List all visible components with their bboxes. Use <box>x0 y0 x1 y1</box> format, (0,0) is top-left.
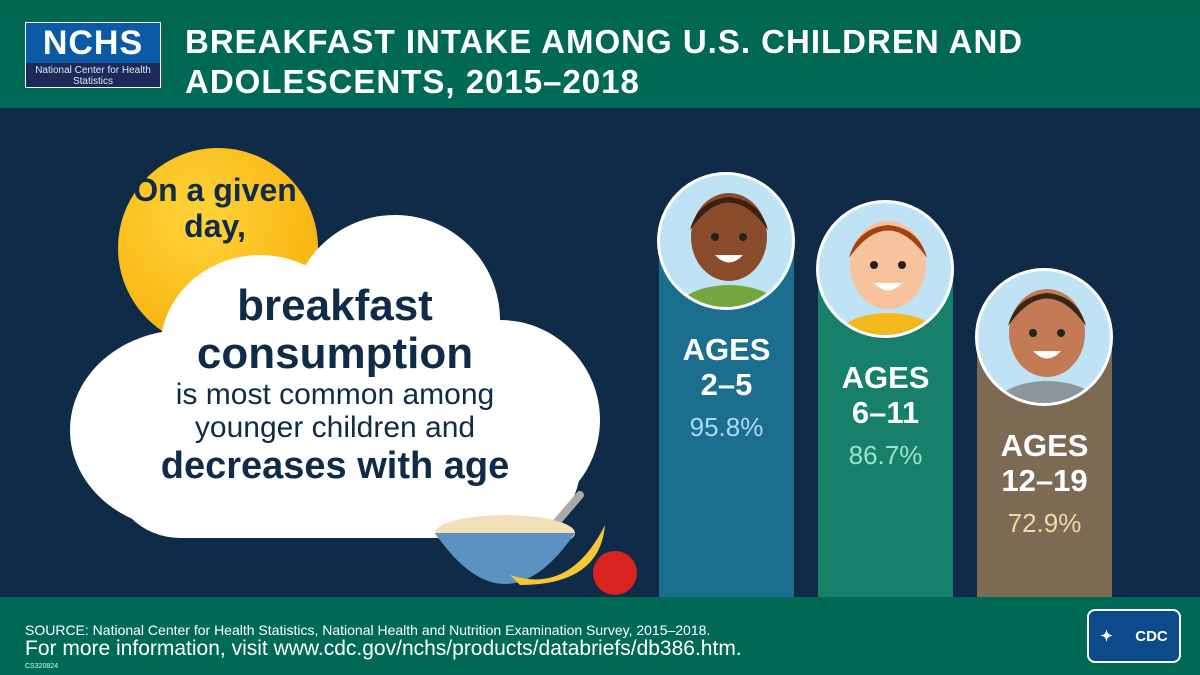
cdc-logo[interactable]: ✦ CDC <box>1087 609 1181 663</box>
hhs-eagle-icon: ✦ <box>1100 628 1113 645</box>
bar-label: AGES 6–11 <box>841 360 930 430</box>
bar-label: AGES 12–19 <box>1000 428 1089 498</box>
callout-line-3: decreases with age <box>160 445 510 487</box>
sun-text: On a given day, <box>133 172 297 244</box>
bar-label: AGES 2–5 <box>682 332 771 402</box>
child-avatar-icon <box>816 200 954 338</box>
bar-value-label: 86.7% <box>848 440 923 470</box>
callout-line-1: breakfast consumption <box>196 281 474 378</box>
bar-value-label: 95.8% <box>689 412 764 442</box>
breakfast-bowl-icon <box>435 491 637 595</box>
logo-main: NCHS <box>26 23 160 63</box>
header: NCHS National Center for Health Statisti… <box>0 0 1200 108</box>
cdc-logo-text: CDC <box>1135 627 1168 645</box>
publication-code: CS320824 <box>25 663 59 670</box>
page-title: BREAKFAST INTAKE AMONG U.S. CHILDREN AND… <box>185 23 1024 100</box>
more-info-text[interactable]: For more information, visit www.cdc.gov/… <box>25 637 742 660</box>
callout-text: breakfast consumption is most common amo… <box>110 282 560 488</box>
bar-value-label: 72.9% <box>1007 508 1082 538</box>
source-text: SOURCE: National Center for Health Stati… <box>25 622 711 638</box>
child-avatar-icon <box>657 172 795 310</box>
nchs-logo[interactable]: NCHS National Center for Health Statisti… <box>25 22 161 88</box>
logo-sub: National Center for Health Statistics <box>35 65 151 87</box>
child-avatar-icon <box>975 268 1113 406</box>
callout-line-2: is most common among younger children an… <box>175 378 495 444</box>
footer: SOURCE: National Center for Health Stati… <box>0 597 1200 675</box>
